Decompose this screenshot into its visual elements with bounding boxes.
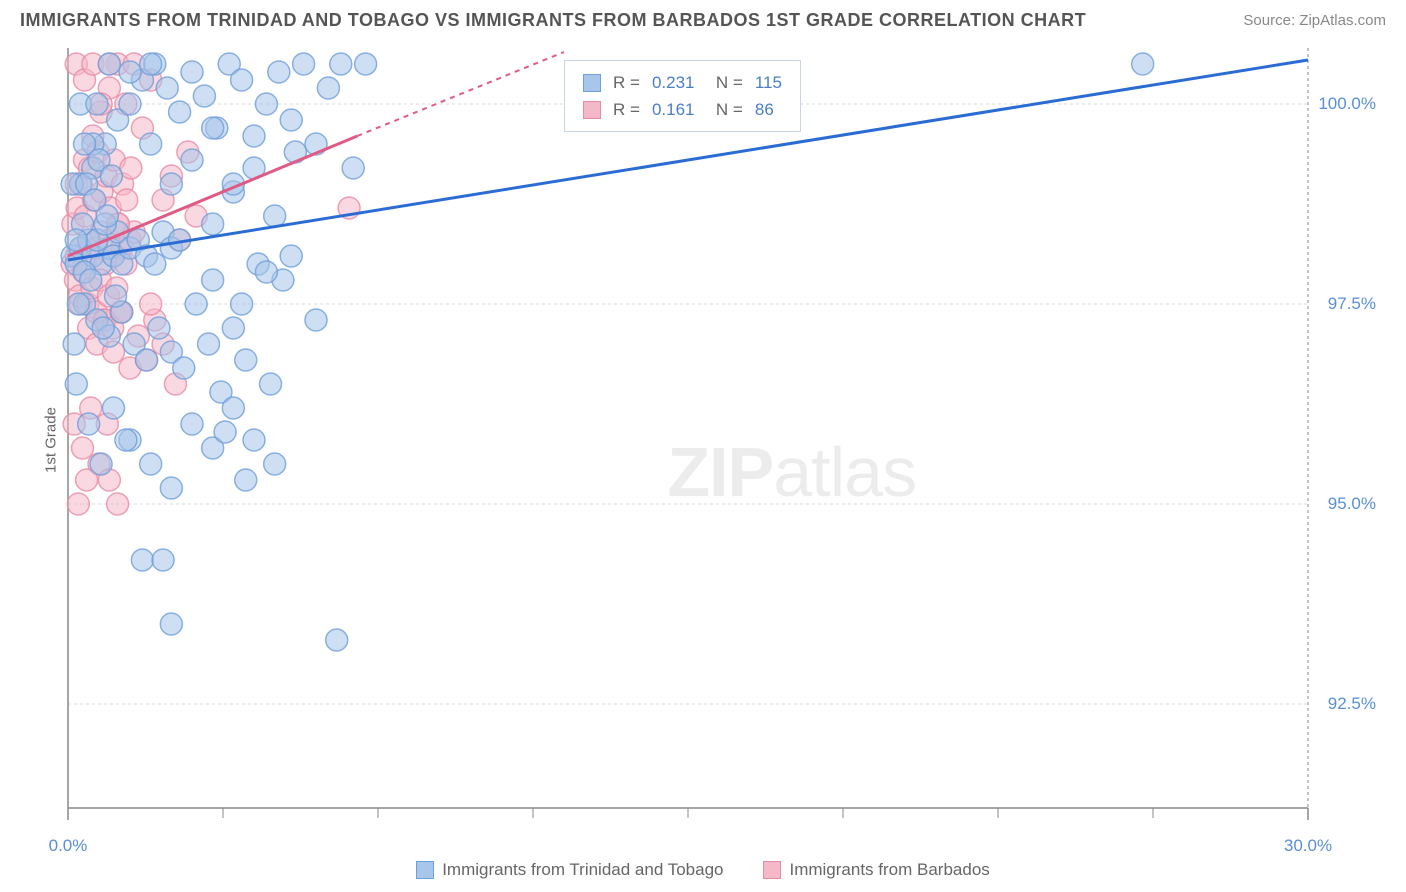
legend-item-a: Immigrants from Trinidad and Tobago [416, 860, 723, 880]
legend-swatch-a [416, 861, 434, 879]
y-tick-label: 92.5% [1328, 694, 1376, 714]
stats-legend: R = 0.231 N = 115R = 0.161 N = 86 [564, 60, 801, 132]
y-axis-label: 1st Grade [42, 407, 59, 473]
legend-label-b: Immigrants from Barbados [789, 860, 989, 880]
legend-label-a: Immigrants from Trinidad and Tobago [442, 860, 723, 880]
chart-area: 1st Grade ZIPatlas92.5%95.0%97.5%100.0%0… [48, 48, 1386, 832]
legend-swatch-b [763, 861, 781, 879]
y-tick-label: 97.5% [1328, 294, 1376, 314]
footer-legend: Immigrants from Trinidad and Tobago Immi… [0, 860, 1406, 880]
legend-item-b: Immigrants from Barbados [763, 860, 989, 880]
chart-source: Source: ZipAtlas.com [1243, 12, 1386, 29]
y-tick-label: 100.0% [1318, 94, 1376, 114]
chart-header: IMMIGRANTS FROM TRINIDAD AND TOBAGO VS I… [0, 0, 1406, 37]
scatter-plot [68, 48, 1406, 848]
y-tick-label: 95.0% [1328, 494, 1376, 514]
chart-title: IMMIGRANTS FROM TRINIDAD AND TOBAGO VS I… [20, 10, 1086, 31]
